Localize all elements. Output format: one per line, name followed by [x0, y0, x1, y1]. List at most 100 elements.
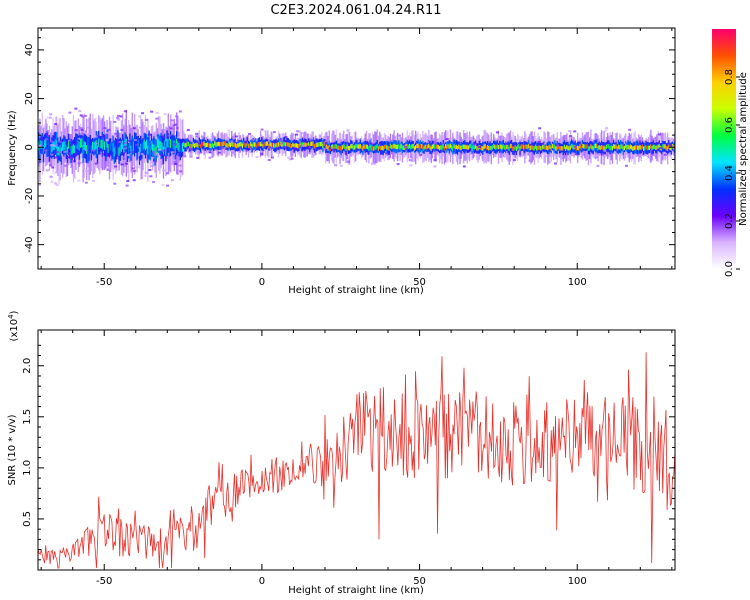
spectrogram-core-cell [440, 145, 442, 150]
spectrogram-core-cell [557, 144, 560, 149]
spectrogram-core-cell [172, 140, 174, 149]
spectrogram-outlier [196, 156, 200, 159]
spectrogram-core-cell [251, 143, 253, 149]
spectrogram-core-cell [195, 142, 197, 148]
spectrogram-core-cell [267, 141, 269, 146]
spectrogram-outlier [174, 115, 178, 118]
spectrogram-outlier [95, 135, 99, 138]
spectrogram-core-cell [336, 145, 339, 150]
spectrogram-core-cell [450, 145, 453, 150]
spectrogram-core-cell [64, 141, 66, 150]
spectrogram-core-cell [461, 144, 464, 150]
spectrogram-outlier [573, 145, 577, 148]
spectrogram-outlier [178, 164, 182, 167]
spectrogram-outlier [66, 152, 70, 155]
spectrogram-outlier [84, 149, 88, 152]
spectrogram-outlier [117, 114, 121, 117]
spectrogram-core-cell [276, 142, 279, 148]
spectrogram-core-cell [299, 141, 301, 146]
spectrogram-outlier [70, 157, 74, 160]
snr-x-tick-label: -50 [96, 576, 112, 587]
spectrogram-outlier [74, 141, 78, 144]
spectrogram-outlier [87, 126, 91, 129]
spectrogram-core-cell [597, 146, 599, 151]
spectrogram-outlier [132, 179, 136, 182]
spectrogram-outlier [120, 128, 124, 131]
spectrogram-outlier [296, 130, 300, 133]
spectrogram-outlier [267, 158, 271, 161]
spectrogram-outlier [152, 150, 156, 153]
spectrogram-outlier [134, 165, 138, 168]
spectrogram-outlier [40, 139, 44, 142]
spectrogram-outlier [127, 139, 131, 142]
spectrogram-outlier [346, 129, 350, 132]
spectrogram-core-cell [624, 143, 627, 149]
spectrogram-core-cell [237, 143, 239, 148]
spectrogram-core-cell [653, 144, 656, 149]
spectrogram-outlier [150, 110, 154, 113]
spectrogram-core-cell [598, 145, 600, 150]
spectrogram-core-cell [221, 141, 223, 147]
spectrogram-core-cell [491, 145, 494, 150]
spectrogram-outlier [183, 155, 187, 158]
spectrogram-core-cell [497, 144, 500, 150]
spectrogram-core-cell [304, 142, 306, 147]
spectrogram-core-cell [480, 146, 483, 151]
spectrogram-core-cell [273, 143, 275, 148]
spectrogram-core-cell [452, 146, 454, 151]
spectrogram-outlier [59, 151, 63, 154]
spectrogram-core-cell [566, 145, 568, 150]
spectrogram-outlier [659, 146, 663, 149]
spectrogram-outlier [227, 129, 231, 132]
spectrogram-core-cell [393, 143, 395, 149]
spectrogram-core-cell [104, 141, 106, 151]
spectrogram-outlier [255, 155, 259, 158]
spectrogram-outlier [161, 184, 165, 187]
spectrogram-core-cell [435, 144, 437, 149]
spectrogram-core-cell [390, 144, 393, 150]
spectrogram-core-cell [148, 140, 150, 150]
spectrogram-core-cell [309, 143, 311, 149]
spectrogram-outlier [473, 143, 477, 146]
spectrogram-outlier [445, 138, 449, 141]
spectrogram-plot-area [38, 107, 675, 187]
spectrogram-core-cell [323, 141, 325, 146]
spectrogram-outlier [102, 134, 106, 137]
spectrogram-outlier [174, 162, 178, 165]
spectrogram-outlier [160, 153, 164, 156]
spectrogram-core-cell [369, 143, 371, 149]
spectrogram-outlier [528, 159, 532, 162]
spectrogram-outlier [306, 145, 310, 148]
spectrogram-core-cell [46, 139, 48, 149]
spectrogram-core-cell [357, 144, 359, 149]
spectrogram-outlier [116, 118, 120, 121]
spectrogram-core-cell [176, 138, 178, 148]
spectrogram-core-cell [140, 143, 142, 153]
spectrogram-core-cell [66, 146, 69, 156]
spectrogram-core-cell [87, 145, 89, 155]
spectrogram-core-cell [297, 143, 299, 149]
spectrogram-y-tick-label: 20 [24, 92, 35, 105]
spectrogram-core-cell [633, 145, 635, 151]
spectrogram-outlier [95, 142, 99, 145]
spectrogram-core-cell [243, 141, 245, 146]
spectrogram-core-cell [42, 145, 45, 154]
spectrogram-outlier [123, 110, 127, 113]
spectrogram-core-cell [540, 145, 543, 151]
spectrogram-outlier [143, 174, 147, 177]
spectrogram-outlier [73, 152, 77, 155]
spectrogram-core-cell [89, 139, 91, 149]
spectrogram-core-cell [472, 144, 474, 150]
spectrogram-core-cell [354, 144, 357, 149]
spectrogram-core-cell [234, 143, 237, 148]
spectrogram-outlier [155, 112, 159, 115]
spectrogram-core-cell [546, 145, 549, 151]
spectrogram-core-cell [471, 146, 473, 151]
spectrogram-outlier [433, 165, 437, 168]
spectrogram-outlier [58, 140, 62, 143]
spectrogram-core-cell [196, 142, 198, 148]
spectrogram-core-cell [137, 139, 139, 149]
spectrogram-core-cell [226, 143, 228, 148]
spectrogram-outlier [172, 151, 176, 154]
spectrogram-outlier [144, 118, 148, 121]
